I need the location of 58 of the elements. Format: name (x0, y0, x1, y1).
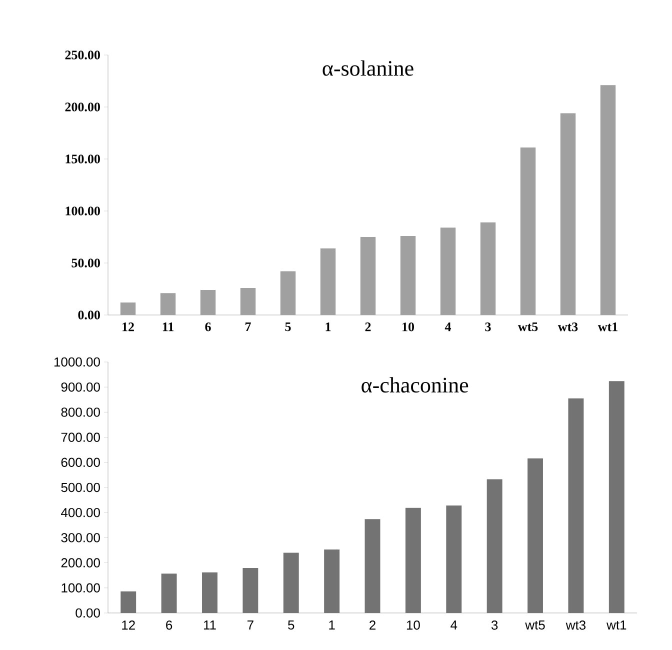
x-tick-label: 10 (402, 322, 414, 332)
y-tick-label: 400.00 (61, 508, 100, 518)
y-tick-label: 50.00 (72, 258, 100, 268)
chart-title: α-solanine (322, 60, 414, 76)
x-tick-label: 12 (122, 620, 135, 630)
x-tick-label: 6 (205, 322, 211, 332)
y-tick-label: 100.00 (62, 583, 100, 592)
bar (202, 572, 218, 613)
y-tick-label: 250.00 (65, 50, 100, 60)
x-tick-label: 6 (166, 620, 172, 630)
y-tick-label: 200.00 (61, 558, 100, 568)
x-tick-label: 11 (204, 620, 216, 630)
y-tick-label: 600.00 (61, 458, 100, 467)
x-tick-label: 2 (370, 620, 376, 630)
x-tick-label: wt1 (598, 322, 618, 332)
x-tick-label: wt5 (525, 620, 545, 630)
bar (405, 508, 421, 613)
x-tick-label: 11 (162, 322, 174, 332)
bar (283, 552, 299, 613)
y-tick-label: 200.00 (65, 102, 100, 112)
x-tick-label: 3 (491, 620, 498, 630)
bar (324, 549, 340, 613)
x-tick-label: wt1 (606, 620, 626, 630)
y-tick-label: 800.00 (61, 408, 100, 417)
y-tick-label: 500.00 (61, 482, 100, 492)
x-tick-label: 2 (365, 322, 371, 332)
y-tick-label: 0.00 (76, 608, 100, 618)
y-tick-label: 150.00 (66, 154, 100, 164)
x-tick-label: 3 (485, 322, 491, 332)
x-tick-label: 7 (245, 322, 251, 332)
x-tick-label: wt3 (558, 322, 578, 332)
text: α-chaconine (362, 377, 468, 393)
bar (608, 381, 624, 613)
x-tick-label: 1 (329, 620, 335, 630)
x-tick-label: 4 (450, 620, 458, 630)
x-tick-label: wt5 (518, 322, 538, 332)
bar (120, 591, 136, 613)
bar (364, 519, 380, 613)
x-tick-label: 10 (406, 620, 420, 630)
bar (528, 458, 543, 613)
bar (486, 479, 502, 613)
x-tick-label: 4 (444, 322, 452, 332)
x-tick-label: 5 (285, 322, 291, 332)
y-tick-label: 0.00 (78, 310, 100, 320)
y-tick-label: 300.00 (61, 533, 100, 542)
y-tick-label: 100.00 (66, 206, 100, 216)
y-tick-label: 700.00 (61, 432, 100, 442)
x-tick-label: 1 (326, 322, 331, 332)
bar (568, 398, 584, 613)
bar (161, 574, 177, 613)
x-tick-label: 7 (247, 620, 254, 630)
x-tick-label: 12 (122, 322, 134, 332)
y-tick-label: 1000.00 (54, 357, 100, 367)
x-tick-label: wt3 (566, 620, 586, 630)
y-tick-label: 900.00 (61, 382, 100, 392)
bar (242, 568, 258, 613)
bar (446, 506, 462, 613)
x-tick-label: 5 (288, 620, 294, 630)
